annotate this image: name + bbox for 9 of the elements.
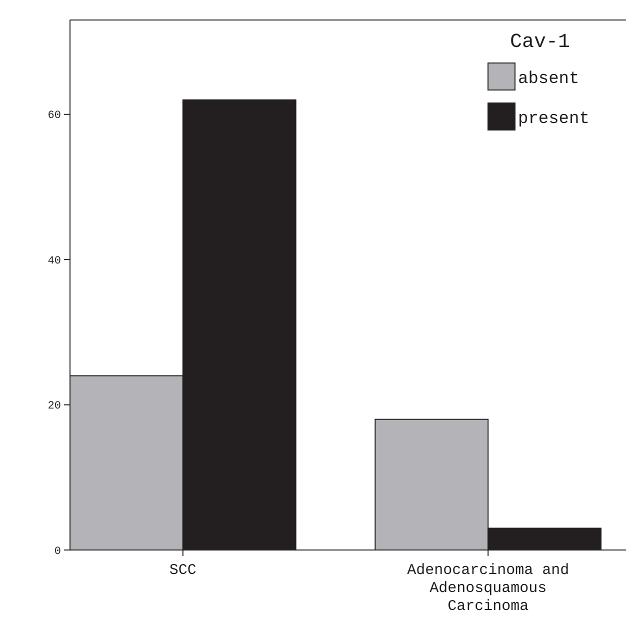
legend-label: absent [518, 70, 580, 89]
x-tick-label: SCC [169, 562, 196, 579]
legend-title: Cav-1 [510, 31, 570, 54]
legend-label: present [518, 110, 590, 129]
x-tick-label: Adenocarcinoma and Adenosquamous Carcinoma [407, 562, 570, 615]
y-tick-label: 60 [48, 110, 61, 122]
y-tick-label: 20 [48, 400, 61, 413]
y-tick-label: 0 [54, 546, 61, 558]
y-tick-label: 40 [48, 255, 61, 268]
